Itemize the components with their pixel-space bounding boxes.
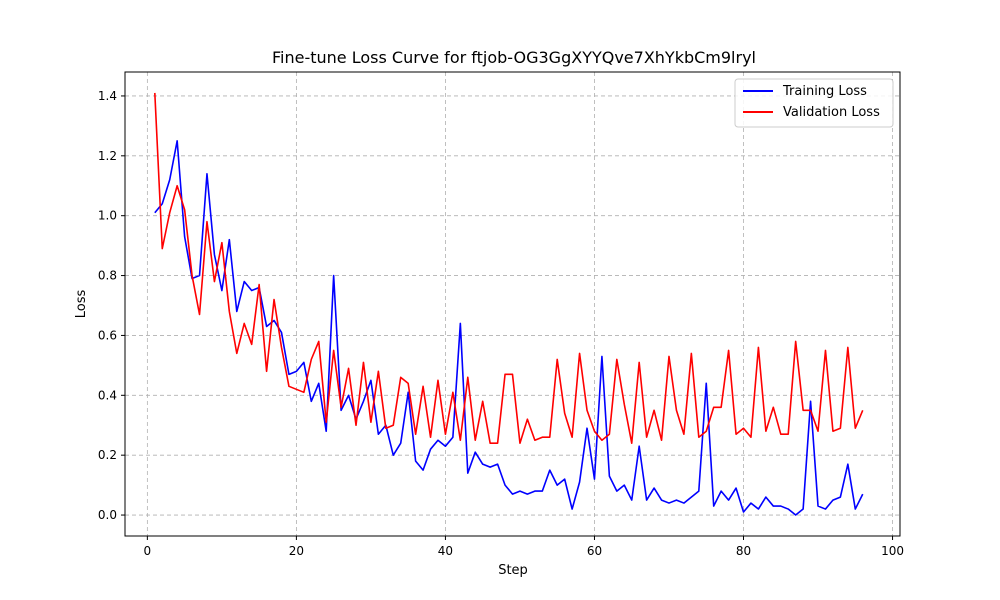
x-tick-label: 80 xyxy=(736,544,751,558)
series-layer xyxy=(154,92,864,516)
y-tick-label: 0.6 xyxy=(98,328,117,342)
legend-label-training: Training Loss xyxy=(782,84,867,99)
legend-label-validation: Validation Loss xyxy=(783,105,880,120)
chart-title: Fine-tune Loss Curve for ftjob-OG3GgXYYQ… xyxy=(272,48,756,67)
y-tick-label: 1.2 xyxy=(98,149,117,163)
series-line-training-loss xyxy=(154,140,864,516)
plot-frame xyxy=(124,71,901,537)
legend-box xyxy=(734,78,894,128)
x-tick-label: 60 xyxy=(587,544,602,558)
y-tick-label: 0.8 xyxy=(98,269,117,283)
x-tick-label: 100 xyxy=(881,544,904,558)
y-tick-label: 1.0 xyxy=(98,209,117,223)
legend: Training Loss Validation Loss xyxy=(734,78,894,128)
x-tick-label: 20 xyxy=(289,544,304,558)
y-tick-label: 1.4 xyxy=(98,89,117,103)
x-axis-label: Step xyxy=(498,563,528,578)
y-tick-label: 0.2 xyxy=(98,448,117,462)
x-tick-label: 40 xyxy=(438,544,453,558)
grid xyxy=(125,72,900,536)
x-axis: 0 20 40 60 80 100 xyxy=(144,536,904,558)
x-tick-label: 0 xyxy=(144,544,152,558)
y-axis: 0.0 0.2 0.4 0.6 0.8 1.0 1.2 1.4 xyxy=(98,89,125,522)
y-tick-label: 0.4 xyxy=(98,388,117,402)
y-tick-label: 0.0 xyxy=(98,508,117,522)
series-line-validation-loss xyxy=(154,92,864,445)
y-axis-label: Loss xyxy=(74,290,89,319)
